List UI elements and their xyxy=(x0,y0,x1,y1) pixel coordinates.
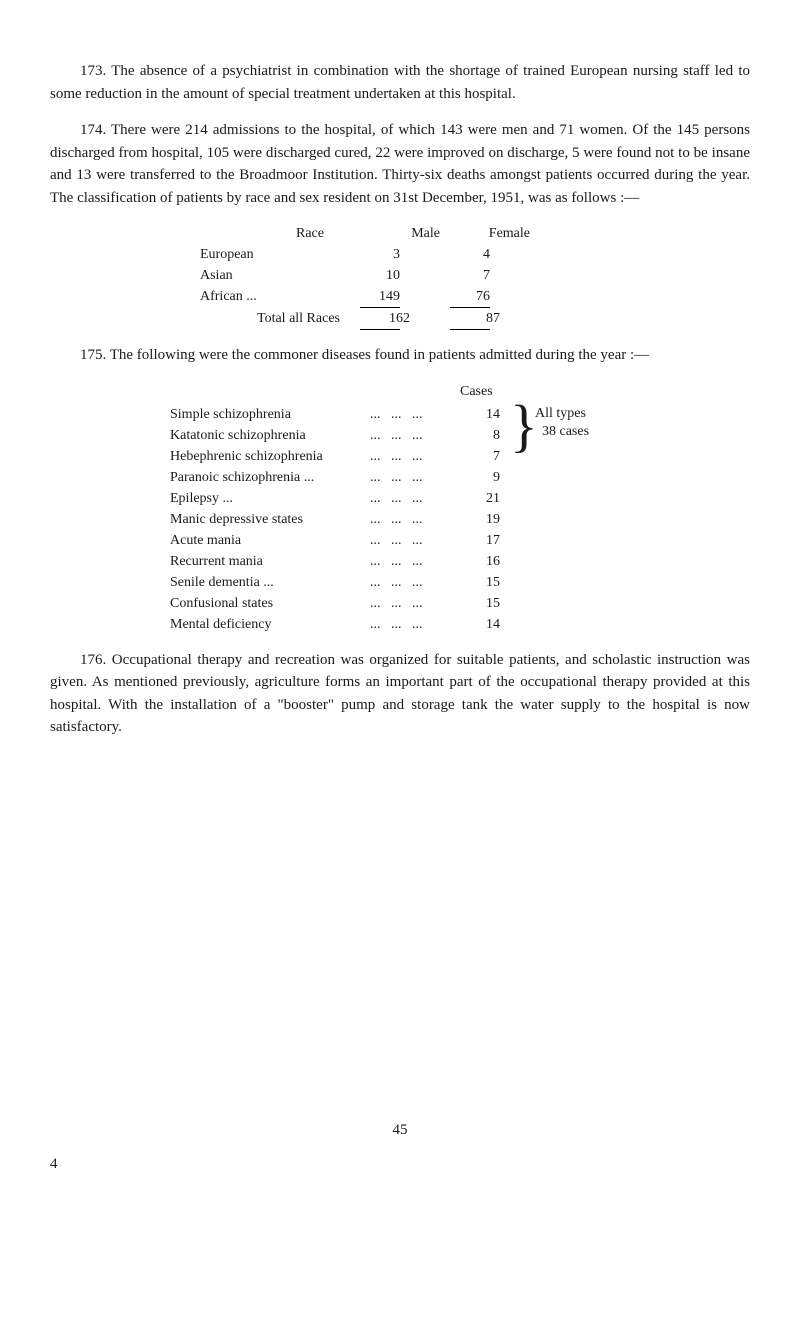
race-table: Race Male Female European 3 4 Asian 10 7… xyxy=(200,223,750,330)
case-val: 17 xyxy=(470,530,500,551)
table-row: Simple schizophrenia ... ... ... 14 xyxy=(170,404,750,425)
total-label: Total all Races xyxy=(200,308,350,329)
case-val: 7 xyxy=(470,446,500,467)
case-label: Katatonic schizophrenia xyxy=(170,425,370,446)
paragraph-174: 174. There were 214 admissions to the ho… xyxy=(50,119,750,209)
case-label: Epilepsy ... xyxy=(170,488,370,509)
brace-text-2: 38 cases xyxy=(542,424,589,439)
paragraph-176: 176. Occupational therapy and recreation… xyxy=(50,649,750,739)
table-row: Mental deficiency ... ... ... 14 xyxy=(170,614,750,635)
dots: ... ... ... xyxy=(370,467,470,488)
race-label: European xyxy=(200,244,340,265)
case-label: Paranoic schizophrenia ... xyxy=(170,467,370,488)
race-male: 10 xyxy=(340,265,400,286)
total-row: Total all Races 162 87 xyxy=(200,308,750,329)
case-val: 15 xyxy=(470,572,500,593)
case-val: 14 xyxy=(470,614,500,635)
signature-mark: 4 xyxy=(50,1153,750,1176)
dots: ... ... ... xyxy=(370,551,470,572)
case-label: Simple schizophrenia xyxy=(170,404,370,425)
dots: ... ... ... xyxy=(370,593,470,614)
case-val: 14 xyxy=(470,404,500,425)
total-female: 87 xyxy=(440,308,500,329)
race-female: 4 xyxy=(430,244,490,265)
race-table-header: Race Male Female xyxy=(200,223,750,244)
table-row: Katatonic schizophrenia ... ... ... 8 xyxy=(170,425,750,446)
case-label: Manic depressive states xyxy=(170,509,370,530)
race-female: 76 xyxy=(430,286,490,307)
cases-header: Cases xyxy=(460,381,750,402)
race-male: 149 xyxy=(340,286,400,307)
dots: ... ... ... xyxy=(370,509,470,530)
case-label: Confusional states xyxy=(170,593,370,614)
case-val: 16 xyxy=(470,551,500,572)
brace-label: All types 38 cases xyxy=(535,405,589,441)
table-row: Manic depressive states ... ... ... 19 xyxy=(170,509,750,530)
race-label: Asian xyxy=(200,265,340,286)
page-number: 45 xyxy=(50,1119,750,1142)
table-row: European 3 4 xyxy=(200,244,750,265)
race-male: 3 xyxy=(340,244,400,265)
case-val: 15 xyxy=(470,593,500,614)
dots: ... ... ... xyxy=(370,404,470,425)
case-label: Recurrent mania xyxy=(170,551,370,572)
table-row: Senile dementia ... ... ... ... 15 xyxy=(170,572,750,593)
header-female: Female xyxy=(470,223,530,244)
cases-table: Cases Simple schizophrenia ... ... ... 1… xyxy=(170,381,750,635)
case-val: 19 xyxy=(470,509,500,530)
total-male: 162 xyxy=(350,308,410,329)
case-label: Hebephrenic schizophrenia xyxy=(170,446,370,467)
table-row: Epilepsy ... ... ... ... 21 xyxy=(170,488,750,509)
paragraph-173: 173. The absence of a psychiatrist in co… xyxy=(50,60,750,105)
case-val: 21 xyxy=(470,488,500,509)
brace-icon: } xyxy=(510,397,538,455)
table-row: Confusional states ... ... ... 15 xyxy=(170,593,750,614)
table-row: Hebephrenic schizophrenia ... ... ... 7 xyxy=(170,446,750,467)
table-row: Recurrent mania ... ... ... 16 xyxy=(170,551,750,572)
header-male: Male xyxy=(380,223,440,244)
dots: ... ... ... xyxy=(370,488,470,509)
table-row: Acute mania ... ... ... 17 xyxy=(170,530,750,551)
race-label: African ... xyxy=(200,286,340,307)
case-val: 8 xyxy=(470,425,500,446)
dots: ... ... ... xyxy=(370,572,470,593)
case-label: Mental deficiency xyxy=(170,614,370,635)
dots: ... ... ... xyxy=(370,530,470,551)
brace-text-1: All types xyxy=(535,406,586,421)
dots: ... ... ... xyxy=(370,446,470,467)
case-label: Senile dementia ... xyxy=(170,572,370,593)
table-row: Paranoic schizophrenia ... ... ... ... 9 xyxy=(170,467,750,488)
table-row: Asian 10 7 xyxy=(200,265,750,286)
race-female: 7 xyxy=(430,265,490,286)
header-race: Race xyxy=(200,223,380,244)
rule-row xyxy=(200,329,750,330)
case-label: Acute mania xyxy=(170,530,370,551)
dots: ... ... ... xyxy=(370,614,470,635)
paragraph-175: 175. The following were the commoner dis… xyxy=(50,344,750,367)
dots: ... ... ... xyxy=(370,425,470,446)
case-val: 9 xyxy=(470,467,500,488)
table-row: African ... 149 76 xyxy=(200,286,750,307)
